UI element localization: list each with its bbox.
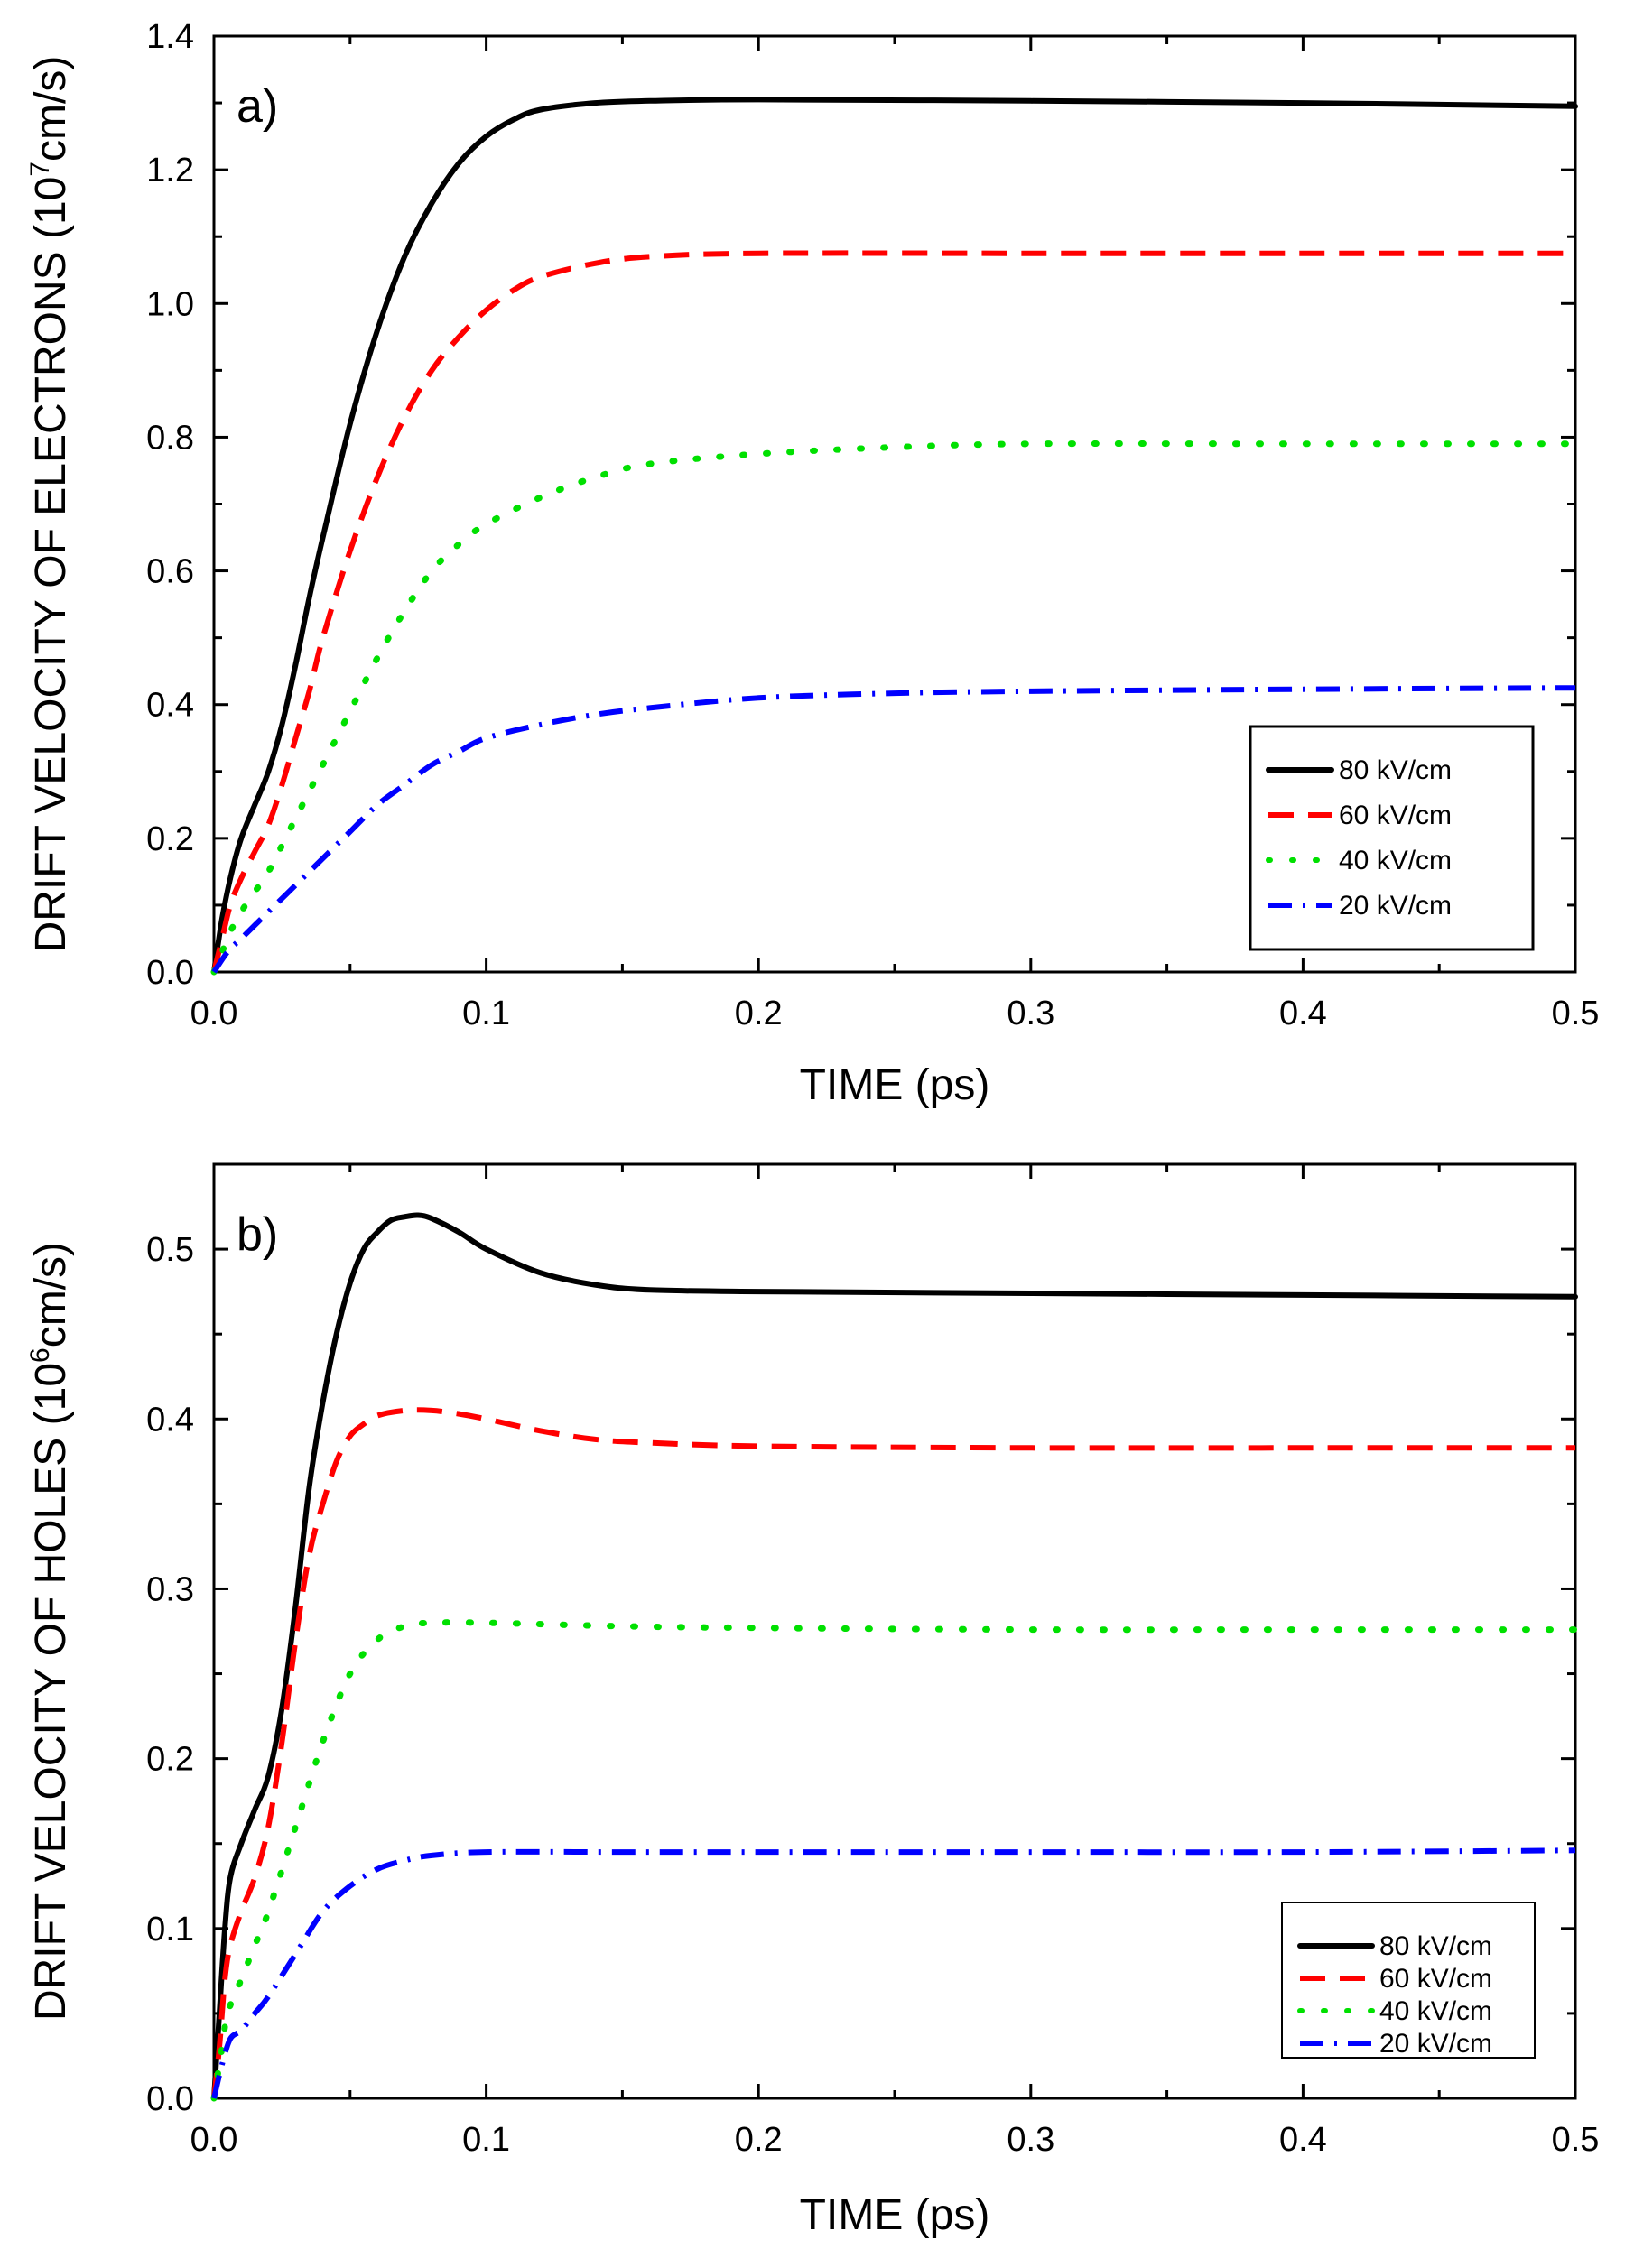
x-axis-title: TIME (ps)	[800, 1061, 990, 1109]
legend-label: 60 kV/cm	[1379, 1964, 1492, 1994]
x-tick-label: 0.4	[1279, 995, 1327, 1032]
x-axis-title: TIME (ps)	[800, 2191, 990, 2239]
y-tick-label: 0.0	[146, 954, 194, 992]
x-tick-label: 0.3	[1007, 2121, 1054, 2159]
y-axis-title: DRIFT VELOCITY OF ELECTRONS (107cm/s)	[25, 56, 75, 953]
x-tick-label: 0.5	[1552, 995, 1600, 1032]
x-tick-label: 0.5	[1552, 2121, 1600, 2159]
y-tick-label: 0.0	[146, 2080, 194, 2118]
x-tick-label: 0.1	[462, 995, 510, 1032]
panel-label: b)	[237, 1208, 278, 1261]
legend-label: 20 kV/cm	[1379, 2029, 1492, 2059]
tick-layer: 0.0 0.1 0.2 0.3 0.4 0.5 0.0 0.1 0.2 0.3 0.4 0.5	[146, 1164, 1599, 2159]
x-tick-label: 0.4	[1279, 2121, 1327, 2159]
y-axis-title: DRIFT VELOCITY OF HOLES (106cm/s)	[25, 1242, 75, 2021]
series-line-80-kv-cm	[211, 1212, 1578, 2101]
x-tick-label: 0.3	[1007, 995, 1054, 1032]
y-axis-title-main: DRIFT VELOCITY OF HOLES (10	[27, 1363, 75, 2021]
y-tick-label: 1.2	[146, 152, 194, 190]
legend-label: 80 kV/cm	[1339, 755, 1452, 785]
x-tick-label: 0.1	[462, 2121, 510, 2159]
legend-label: 40 kV/cm	[1379, 1996, 1492, 2026]
y-axis-title-tail: cm/s)	[27, 56, 75, 162]
series-layer	[210, 97, 1579, 976]
series-layer	[210, 1212, 1579, 2102]
y-tick-label: 0.4	[146, 687, 194, 725]
x-tick-label: 0.0	[190, 2121, 238, 2159]
legend-label: 20 kV/cm	[1339, 891, 1452, 921]
panel-label: a)	[237, 80, 278, 133]
series-line-40-kv-cm	[210, 1619, 1579, 2102]
y-tick-label: 0.8	[146, 419, 194, 457]
x-tick-label: 0.2	[735, 2121, 783, 2159]
y-tick-label: 0.4	[146, 1401, 194, 1439]
legend-box	[1249, 725, 1535, 951]
legend-label: 80 kV/cm	[1379, 1931, 1492, 1961]
x-tick-label: 0.0	[190, 995, 238, 1032]
y-tick-label: 0.1	[146, 1911, 194, 1949]
y-tick-label: 1.0	[146, 285, 194, 323]
y-tick-label: 0.6	[146, 553, 194, 591]
y-axis-title-exponent: 6	[25, 1347, 55, 1363]
y-tick-label: 0.2	[146, 1741, 194, 1779]
chart-panel-b: 0.0 0.1 0.2 0.3 0.4 0.50.00.10.20.30.40.5 b) …	[25, 1162, 1599, 2239]
x-tick-label: 0.2	[735, 995, 783, 1032]
series-line-40-kv-cm	[210, 440, 1579, 976]
series-line-60-kv-cm	[211, 250, 1575, 973]
series-line-60-kv-cm	[211, 1407, 1575, 2099]
y-tick-label: 1.4	[146, 18, 194, 56]
legend-label: 40 kV/cm	[1339, 846, 1452, 875]
y-tick-label: 0.5	[146, 1231, 194, 1269]
chart-panel-a: 0.0 0.1 0.2 0.3 0.4 0.5 0.0 0.2 0.4 0.6 0.8 1.0 1.2 1…	[25, 18, 1599, 1109]
legend-label: 60 kV/cm	[1339, 801, 1452, 830]
y-tick-label: 0.2	[146, 820, 194, 858]
y-axis-title-tail: cm/s)	[27, 1242, 75, 1347]
y-axis-title-main: DRIFT VELOCITY OF ELECTRONS (10	[27, 177, 75, 953]
tick-layer: 0.0 0.1 0.2 0.3 0.4 0.5 0.0 0.2 0.4 0.6 0.8 1.0 1.2 1…	[146, 18, 1599, 1032]
series-line-80-kv-cm	[211, 97, 1578, 975]
series-line-20-kv-cm	[211, 1847, 1576, 2099]
legend: 80 kV/cm 60 kV/cm 40 kV/cm 20 kV/cm	[1249, 725, 1535, 951]
y-axis-title-exponent: 7	[25, 162, 55, 177]
series-line-20-kv-cm	[211, 685, 1576, 974]
y-tick-label: 0.3	[146, 1570, 194, 1608]
